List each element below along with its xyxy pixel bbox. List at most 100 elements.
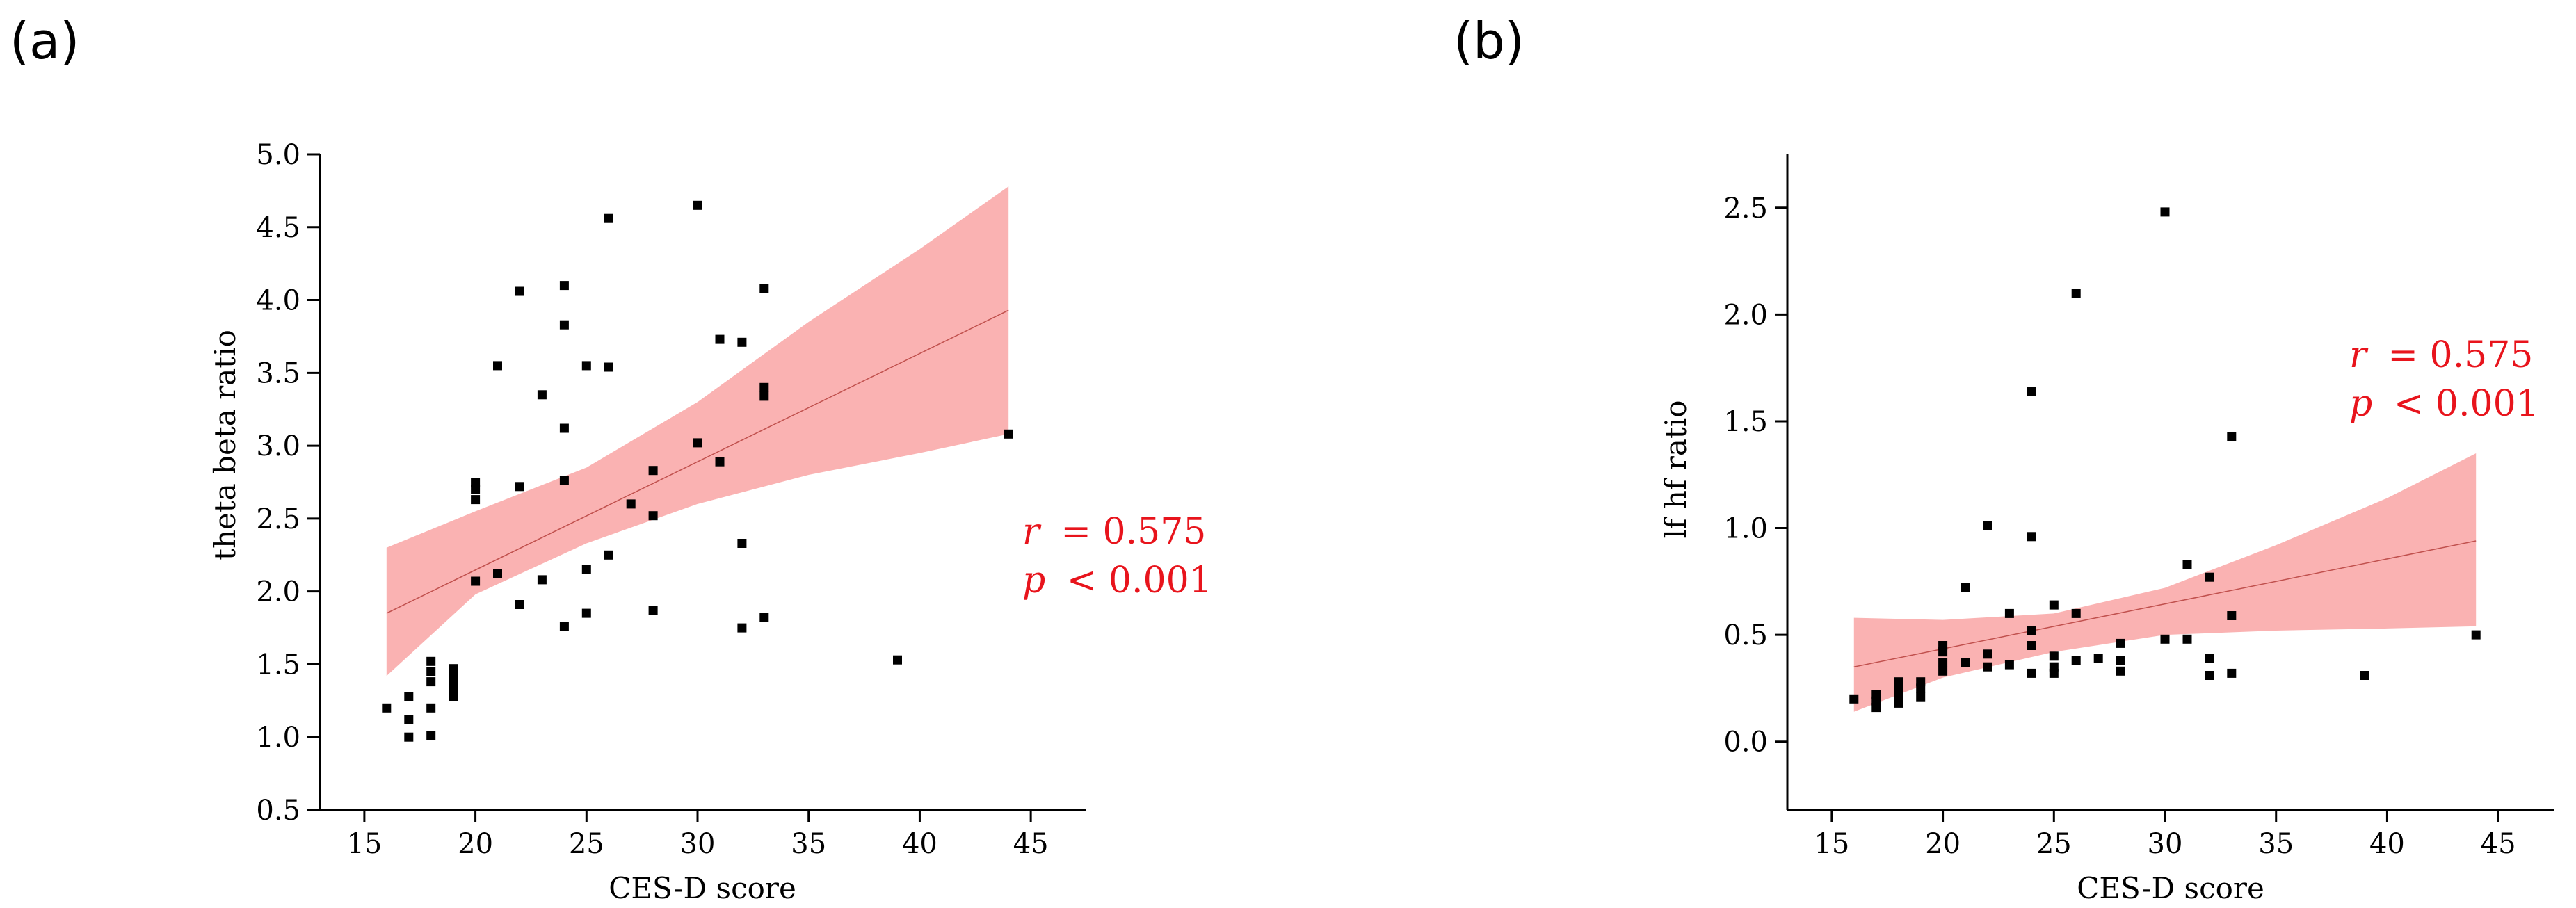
panel-a-x-axis-title: CES-D score [609,871,796,905]
panel-a-y-tick-label: 3.5 [256,357,300,389]
panel-b-confidence-band-layer [1853,453,2477,712]
panel-b-p-annotation: p < 0.001 [2349,383,2539,425]
panel-a-data-point [426,656,436,666]
panel-b-data-point [2227,611,2237,620]
panel-a-x-tick-label: 30 [680,828,716,860]
panel-a-data-point [626,499,636,509]
panel-a-data-point [493,569,502,578]
panel-a-data-point [759,391,769,401]
panel-b-data-point [1938,658,1948,667]
panel-b-x-tick-label: 25 [2036,828,2072,860]
panel-a-data-point [537,390,547,400]
panel-b-y-tick-label: 2.0 [1723,299,1768,331]
panel-a-y-tick-label: 3.0 [256,430,300,462]
panel-b-data-point [2227,432,2237,441]
panel-b-data-point [2071,656,2081,665]
panel-a-data-point [426,703,436,713]
panel-a-data-point [693,200,702,210]
panel-a-data-point [759,284,769,293]
panel-b-data-point [2182,634,2192,644]
panel-b-data-point [2205,671,2214,680]
panel-b-data-point [2027,668,2036,678]
panel-a-data-point [581,608,591,618]
panel-a-data-point [449,664,458,674]
panel-a-data-point [493,361,502,371]
panel-a-data-point [471,576,481,586]
panel-b-data-point [2004,608,2014,618]
panel-a-data-point [581,361,591,371]
panel-b-y-tick-label: 1.5 [1723,406,1768,438]
panel-b-data-point [2182,560,2192,569]
panel-a-y-tick-label: 4.5 [256,212,300,244]
panel-b-data-point [2049,651,2059,661]
panel-b-data-point [2360,671,2369,680]
panel-a-data-point [737,337,747,347]
panel-a-y-tick-label: 1.0 [256,722,300,754]
panel-a-y-tick-label: 2.5 [256,503,300,535]
panel-a-data-point [404,732,414,742]
panel-a-data-point [604,362,613,372]
panel-a-data-point [449,684,458,694]
panel-b-y-axis-title: lf hf ratio [1659,400,1693,539]
panel-a-y-axis-title: theta beta ratio [208,330,242,560]
panel-a-data-point [449,671,458,681]
panel-a-data-point [581,565,591,574]
panel-a-data-point [759,613,769,622]
panel-b-data-point [1916,683,1926,693]
panel-b-r-annotation: r = 0.575 [2349,334,2533,376]
panel-a-data-point [404,692,414,701]
panel-b-x-tick-label: 20 [1925,828,1961,860]
panel-a-chart: (a) 15 20 25 30 35 40 45 0.5 1.0 1.5 2.0 2.5 3.0 3.5 4… [10,12,1212,905]
panel-a-data-point [604,213,613,223]
panel-b-x-tick-label: 45 [2481,828,2516,860]
panel-b-data-point [2027,532,2036,542]
panel-b-data-point [2071,608,2081,618]
panel-a-data-point [715,334,725,344]
panel-a-r-value: = 0.575 [1061,511,1206,553]
panel-a-data-point [559,281,569,291]
panel-a-data-point [449,692,458,701]
panel-a-x-tick-label: 15 [346,828,382,860]
panel-a-p-symbol: p [1022,560,1045,601]
panel-a-r-symbol: r [1022,511,1042,553]
panel-b-y-tick-label: 0.5 [1723,619,1768,651]
panel-a-data-point [693,438,702,448]
panel-b-x-axis-title: CES-D score [2077,871,2264,905]
panel-b-confidence-band [1853,453,2477,712]
panel-a-points-layer [382,200,1013,742]
panel-b-data-point [1961,658,1970,667]
panel-a-data-point [471,478,481,487]
panel-b-fit-line [1853,540,2477,667]
panel-a-data-point [515,600,524,609]
panel-b-data-point [2071,289,2081,298]
panel-b-data-point [2116,656,2125,665]
panel-b-data-point [1894,677,1903,687]
panel-b-data-point [1916,692,1926,702]
panel-a-fit-line [386,309,1009,614]
panel-a-x-tick-label: 20 [458,828,493,860]
panel-a-data-point [1004,429,1013,439]
panel-b-data-point [2471,630,2481,640]
panel-b-data-point [1894,698,1903,708]
panel-b-chart: (b) 15 20 25 30 35 40 45 0.0 0.5 1.0 1.5 2.0 2.5 CES… [1454,12,2554,905]
panel-a-confidence-band-layer [386,186,1009,676]
panel-b-data-point [1938,647,1948,657]
panel-a-data-point [893,655,902,665]
panel-a-data-point [559,476,569,485]
panel-b-data-point [2093,654,2103,663]
panel-a-r-annotation: r = 0.575 [1022,511,1206,553]
panel-a-fit-line-layer [386,309,1009,614]
panel-a-x-tick-label: 25 [569,828,604,860]
panel-a-data-point [737,539,747,548]
panel-b-y-tick-label: 0.0 [1723,727,1768,759]
panel-b-data-point [1871,703,1881,713]
panel-b-y-tick-label: 1.0 [1723,513,1768,545]
panel-b-x-tick-label: 35 [2258,828,2294,860]
panel-a-y-tick-label: 5.0 [256,139,300,171]
panel-a-data-point [559,622,569,631]
panel-b-points-layer [1849,207,2481,713]
panel-a-data-point [648,511,658,521]
panel-a-x-tick-label: 45 [1013,828,1049,860]
panel-b-p-value: < 0.001 [2394,383,2539,425]
